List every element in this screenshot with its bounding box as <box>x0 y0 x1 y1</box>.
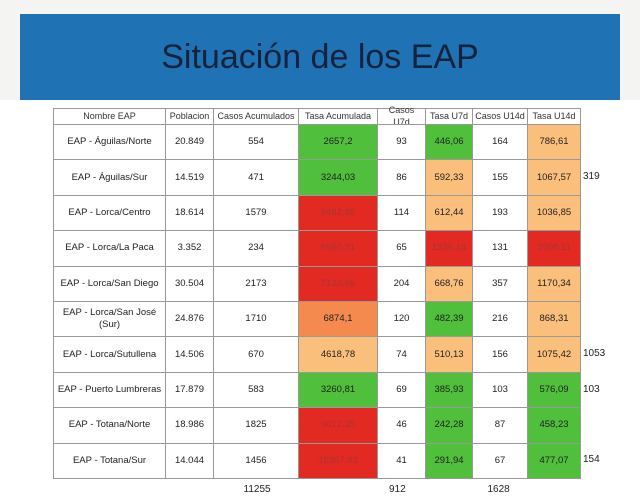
spreadsheet: Nombre EAP Poblacion Casos Acumulados Tasa … <box>0 100 640 502</box>
row-name: EAP - Águilas/Norte <box>53 124 166 161</box>
table-cell: 385,93 <box>425 371 473 409</box>
table-cell: 1710 <box>213 301 299 338</box>
column-header: Nombre EAP <box>53 108 166 125</box>
row-name: EAP - Águilas/Sur <box>53 159 166 196</box>
table-cell: 3260,81 <box>298 371 378 409</box>
table-cell: 46 <box>377 407 426 444</box>
table-cell: 471 <box>213 159 299 196</box>
table-cell: 510,13 <box>425 336 473 373</box>
row-name: EAP - Lorca/San José (Sur) <box>53 301 166 338</box>
table-cell: 592,33 <box>425 159 473 196</box>
table-cell: 69 <box>377 371 426 409</box>
column-total: 11255 <box>243 484 271 495</box>
table-cell: 156 <box>472 336 528 373</box>
table-cell: 216 <box>472 301 528 338</box>
table-cell: 7123,66 <box>298 265 378 302</box>
table-cell: 120 <box>377 301 426 338</box>
table-cell: 668,76 <box>425 265 473 302</box>
table-cell: 1067,57 <box>527 159 581 196</box>
table-cell: 65 <box>377 230 426 267</box>
table-cell: 576,09 <box>527 371 581 409</box>
title: Situación de los EAP <box>161 37 479 76</box>
row-name: EAP - Lorca/Centro <box>53 194 166 232</box>
column-header: Casos U7d <box>377 105 426 127</box>
table-cell: 30.504 <box>165 265 214 302</box>
table-cell: 6980,91 <box>298 230 378 267</box>
table-cell: 87 <box>472 407 528 444</box>
side-note: 319 <box>583 171 600 183</box>
column-header: Tasa U14d <box>527 108 581 125</box>
table-cell: 3244,03 <box>298 159 378 196</box>
table-cell: 1456 <box>213 442 299 479</box>
table-cell: 3.352 <box>165 230 214 267</box>
table-cell: 1939,14 <box>425 230 473 267</box>
table-cell: 1075,42 <box>527 336 581 373</box>
side-note: 154 <box>583 454 600 466</box>
table-cell: 164 <box>472 124 528 161</box>
row-name: EAP - Lorca/San Diego <box>53 265 166 302</box>
side-note: 103 <box>583 383 600 395</box>
table-cell: 291,94 <box>425 442 473 479</box>
column-header: Poblacion <box>165 108 214 125</box>
column-header: Casos Acumulados <box>213 108 299 125</box>
table-cell: 41 <box>377 442 426 479</box>
table-cell: 193 <box>472 194 528 232</box>
row-name: EAP - Lorca/Sutullena <box>53 336 166 373</box>
table-cell: 868,31 <box>527 301 581 338</box>
table-cell: 17.879 <box>165 371 214 409</box>
row-name: EAP - Lorca/La Paca <box>53 230 166 267</box>
table-cell: 612,44 <box>425 194 473 232</box>
table-cell: 20.849 <box>165 124 214 161</box>
table-cell: 10367,42 <box>298 442 378 479</box>
table-cell: 6874,1 <box>298 301 378 338</box>
table-cell: 1170,34 <box>527 265 581 302</box>
table-cell: 1579 <box>213 194 299 232</box>
table-cell: 2657,2 <box>298 124 378 161</box>
table-cell: 458,23 <box>527 407 581 444</box>
table-cell: 155 <box>472 159 528 196</box>
column-header: Tasa Acumulada <box>298 108 378 125</box>
table-cell: 8482,86 <box>298 194 378 232</box>
side-note: 1053 <box>583 348 606 360</box>
column-total: 1628 <box>487 484 510 495</box>
table-cell: 14.044 <box>165 442 214 479</box>
row-name: EAP - Totana/Sur <box>53 442 166 479</box>
table-cell: 786,61 <box>527 124 581 161</box>
table-cell: 1036,85 <box>527 194 581 232</box>
table-cell: 9612,35 <box>298 407 378 444</box>
table-cell: 18.986 <box>165 407 214 444</box>
table-cell: 670 <box>213 336 299 373</box>
table-cell: 242,28 <box>425 407 473 444</box>
table-cell: 4618,78 <box>298 336 378 373</box>
table-cell: 477,07 <box>527 442 581 479</box>
table-cell: 204 <box>377 265 426 302</box>
table-cell: 3908,11 <box>527 230 581 267</box>
row-name: EAP - Totana/Norte <box>53 407 166 444</box>
table-cell: 482,39 <box>425 301 473 338</box>
table-cell: 24.876 <box>165 301 214 338</box>
table-cell: 234 <box>213 230 299 267</box>
table-cell: 131 <box>472 230 528 267</box>
title-banner: Situación de los EAP <box>20 14 620 100</box>
table-cell: 103 <box>472 371 528 409</box>
table-cell: 357 <box>472 265 528 302</box>
table-cell: 67 <box>472 442 528 479</box>
table-cell: 1825 <box>213 407 299 444</box>
table-cell: 114 <box>377 194 426 232</box>
column-total: 912 <box>389 484 406 495</box>
row-name: EAP - Puerto Lumbreras <box>53 371 166 409</box>
table-cell: 583 <box>213 371 299 409</box>
table-cell: 2173 <box>213 265 299 302</box>
table-cell: 93 <box>377 124 426 161</box>
table-cell: 14.506 <box>165 336 214 373</box>
table-cell: 14.519 <box>165 159 214 196</box>
table-cell: 86 <box>377 159 426 196</box>
column-header: Tasa U7d <box>425 108 473 125</box>
table-cell: 18.614 <box>165 194 214 232</box>
table-cell: 446,06 <box>425 124 473 161</box>
column-header: Casos U14d <box>472 108 528 125</box>
table-cell: 74 <box>377 336 426 373</box>
table-cell: 554 <box>213 124 299 161</box>
